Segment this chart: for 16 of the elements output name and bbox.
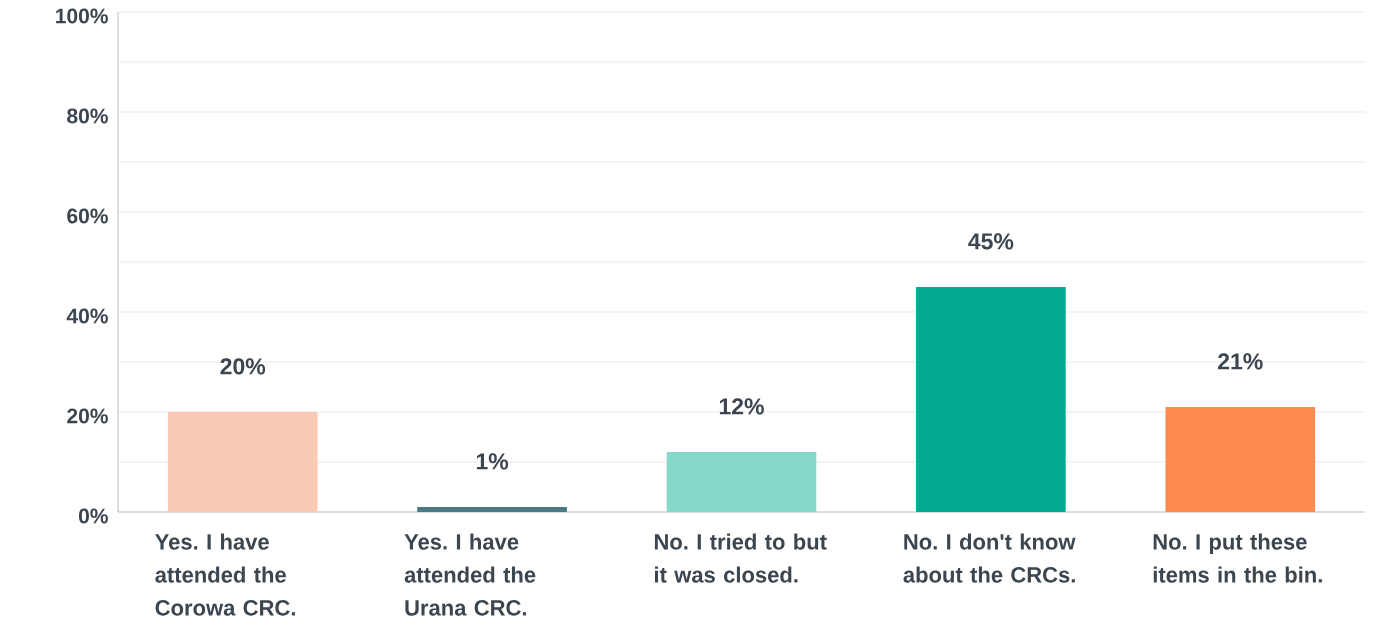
x-tick-label: No. I tried to but it was closed. (654, 533, 827, 583)
x-tick-label: No. I don't know about the CRCs. (903, 533, 1076, 583)
x-tick-label: Yes. I have attended the Urana CRC. (404, 533, 536, 616)
y-tick-label: 80% (67, 108, 108, 124)
data-label: 20% (220, 358, 266, 375)
data-label: 12% (719, 398, 764, 415)
data-label: 21% (1218, 353, 1263, 370)
data-label: 1% (476, 453, 509, 470)
x-tick-label: Yes. I have attended the Corowa CRC. (155, 533, 295, 616)
y-tick-label: 60% (67, 208, 108, 224)
y-tick-label: 0% (78, 508, 108, 524)
y-tick-label: 40% (66, 308, 108, 324)
data-label: 45% (968, 233, 1014, 250)
y-tick-label: 100% (56, 8, 108, 24)
y-tick-label: 20% (67, 408, 108, 424)
x-tick-label: No. I put these items in the bin. (1153, 533, 1322, 583)
